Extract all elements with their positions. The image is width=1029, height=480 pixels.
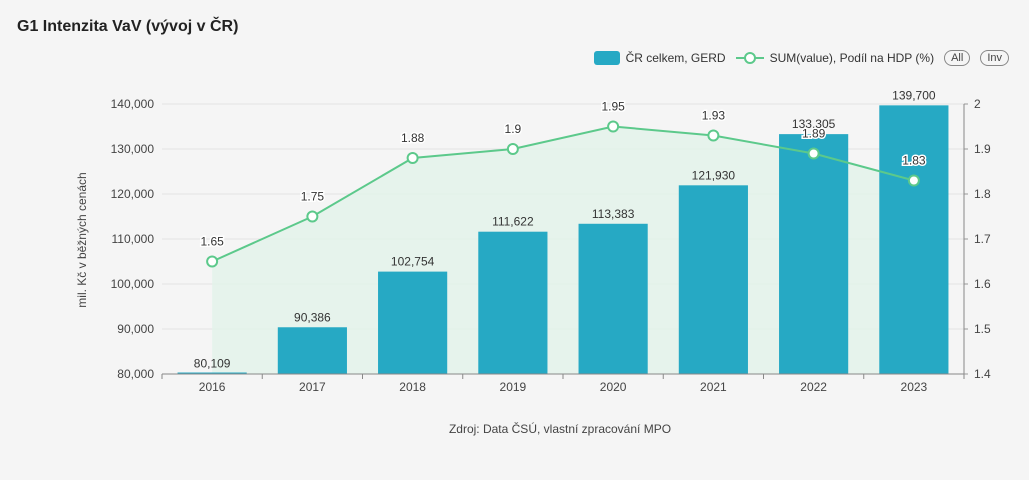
legend-item-gerd[interactable]: ČR celkem, GERD [593, 51, 726, 65]
legend-bar-label: ČR celkem, GERD [625, 51, 726, 65]
line-value-label: 1.89 [802, 127, 826, 141]
bar-value-label: 121,930 [692, 168, 736, 182]
line-value-label: 1.95 [601, 100, 625, 114]
line-value-label: 1.83 [902, 154, 926, 168]
x-tick-label: 2018 [399, 380, 426, 394]
line-value-label: 1.93 [702, 109, 726, 123]
y2-tick-label: 1.8 [974, 187, 991, 201]
line-point [907, 174, 920, 187]
y-tick-label: 100,000 [111, 277, 155, 291]
x-tick-label: 2020 [600, 380, 627, 394]
bar [478, 231, 548, 374]
y2-tick-label: 1.4 [974, 367, 991, 381]
line-value-label: 1.75 [301, 190, 325, 204]
bar [578, 223, 648, 374]
bar-value-label: 113,383 [592, 207, 635, 221]
bar-value-label: 102,754 [391, 255, 435, 269]
bar [678, 185, 748, 374]
bar [779, 134, 849, 374]
bar [879, 105, 949, 374]
bar [378, 271, 448, 374]
legend-bar-swatch [593, 51, 620, 65]
line-point [206, 255, 219, 268]
y2-tick-label: 1.7 [974, 232, 991, 246]
legend: ČR celkem, GERD SUM(value), Podíl na HDP… [593, 50, 1009, 66]
chart-title: G1 Intenzita VaV (vývoj v ČR) [17, 18, 239, 35]
bar-value-label: 139,700 [892, 88, 936, 102]
y-tick-label: 80,000 [117, 367, 154, 381]
y2-tick-label: 1.9 [974, 142, 991, 156]
line-point [607, 120, 620, 133]
bar-value-label: 90,386 [294, 310, 331, 324]
y-tick-label: 110,000 [112, 232, 155, 246]
x-tick-label: 2017 [299, 380, 326, 394]
legend-line-swatch [735, 52, 764, 64]
line-value-label: 1.88 [401, 131, 425, 145]
line-value-label: 1.9 [505, 122, 522, 136]
line-value-label: 1.65 [200, 235, 224, 249]
inv-button[interactable]: Inv [980, 50, 1009, 66]
y2-tick-label: 1.5 [974, 322, 991, 336]
line-point [807, 147, 820, 160]
bar-value-label: 80,109 [194, 357, 231, 371]
y-tick-label: 120,000 [111, 187, 155, 201]
all-button[interactable]: All [944, 50, 971, 66]
legend-item-hdp[interactable]: SUM(value), Podíl na HDP (%) [735, 51, 935, 65]
y2-tick-label: 1.6 [974, 277, 991, 291]
y-tick-label: 130,000 [111, 142, 155, 156]
x-tick-label: 2021 [700, 380, 727, 394]
source-note: Zdroj: Data ČSÚ, vlastní zpracování MPO [448, 422, 672, 436]
x-tick-label: 2019 [500, 380, 527, 394]
bar [177, 372, 247, 374]
x-tick-label: 2022 [800, 380, 827, 394]
line-series [211, 125, 915, 263]
line-point [707, 129, 720, 142]
x-tick-label: 2016 [199, 380, 226, 394]
legend-line-label: SUM(value), Podíl na HDP (%) [769, 51, 935, 65]
bar [277, 327, 347, 374]
line-point [306, 210, 319, 223]
line-point [506, 143, 519, 155]
y-tick-label: 140,000 [111, 97, 155, 111]
y-tick-label: 90,000 [117, 322, 154, 336]
y2-tick-label: 2 [974, 97, 981, 111]
x-tick-label: 2023 [901, 380, 928, 394]
bar-value-label: 111,622 [492, 215, 534, 229]
bar-value-label: 133,305 [792, 117, 836, 131]
line-point [406, 152, 419, 164]
y-axis-title: mil. Kč v běžných cenách [75, 172, 89, 307]
